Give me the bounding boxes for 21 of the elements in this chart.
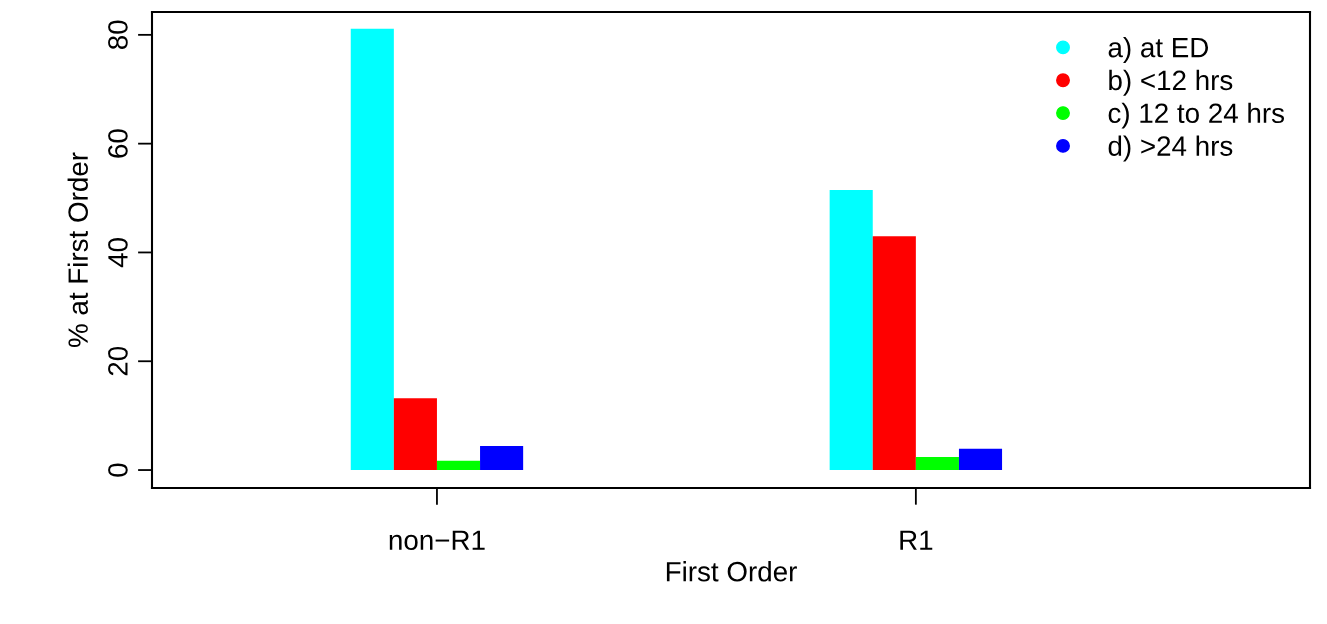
legend-label: c) 12 to 24 hrs	[1108, 102, 1285, 129]
bar	[393, 398, 437, 471]
legend-label: b) <12 hrs	[1109, 69, 1233, 96]
legend-label: a) at ED	[1108, 37, 1209, 63]
bar	[350, 28, 394, 471]
y-axis-title: % at First Order	[67, 152, 88, 348]
bar	[872, 236, 916, 471]
y-tick-label: 40	[108, 238, 128, 268]
x-axis-title: First Order	[666, 561, 797, 582]
bar	[915, 456, 959, 471]
bar	[829, 189, 873, 471]
legend-label: d) >24 hrs	[1108, 135, 1233, 162]
y-tick-label: 0	[108, 463, 128, 477]
x-tick-label: non−R1	[389, 530, 485, 551]
bar	[436, 460, 481, 471]
y-tick-label: 20	[108, 346, 128, 376]
bar	[958, 448, 1003, 471]
bar	[480, 446, 524, 471]
x-tick-label: R1	[900, 530, 933, 550]
y-tick-label: 60	[108, 129, 128, 158]
y-tick-label: 80	[108, 20, 128, 50]
